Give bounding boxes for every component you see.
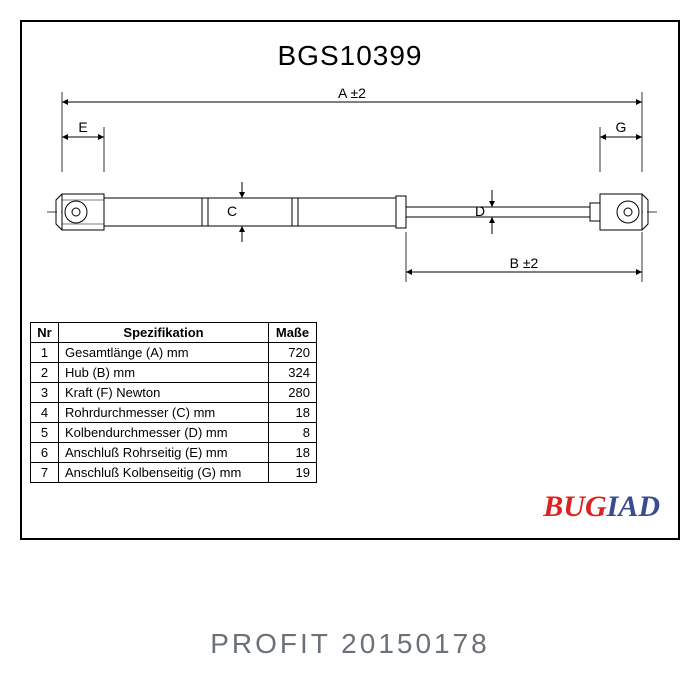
drawing-frame: BGS10399 A ±2 E G <box>20 20 680 540</box>
brand-logo: BUGIAD <box>543 490 660 524</box>
part-number: BGS10399 <box>22 40 678 72</box>
table-row: 4Rohrdurchmesser (C) mm18 <box>31 403 317 423</box>
brand-seg2: IAD <box>607 490 660 523</box>
dim-label-g: G <box>616 119 627 135</box>
dim-label-d: D <box>475 203 485 219</box>
col-nr: Nr <box>31 323 59 343</box>
table-row: 6Anschluß Rohrseitig (E) mm18 <box>31 443 317 463</box>
col-spec: Spezifikation <box>59 323 269 343</box>
right-eyelet <box>600 194 648 230</box>
table-row: 5Kolbendurchmesser (D) mm8 <box>31 423 317 443</box>
left-eyelet <box>56 194 104 230</box>
dim-label-a: A ±2 <box>338 85 366 101</box>
brand-seg1: BUG <box>543 490 606 523</box>
tube-body <box>104 196 406 228</box>
dim-label-e: E <box>78 119 87 135</box>
piston-rod <box>406 203 600 221</box>
dim-label-b: B ±2 <box>510 255 539 271</box>
table-row: 7Anschluß Kolbenseitig (G) mm19 <box>31 463 317 483</box>
table-row: 1Gesamtlänge (A) mm720 <box>31 343 317 363</box>
table-row: 3Kraft (F) Newton280 <box>31 383 317 403</box>
table-row: 2Hub (B) mm324 <box>31 363 317 383</box>
strut-diagram: A ±2 E G <box>32 82 672 312</box>
spec-table: Nr Spezifikation Maße 1Gesamtlänge (A) m… <box>30 322 317 483</box>
spec-header-row: Nr Spezifikation Maße <box>31 323 317 343</box>
footer-text: PROFIT 20150178 <box>0 628 700 660</box>
dim-label-c: C <box>227 203 237 219</box>
col-mass: Maße <box>269 323 317 343</box>
spec-body: 1Gesamtlänge (A) mm720 2Hub (B) mm324 3K… <box>31 343 317 483</box>
